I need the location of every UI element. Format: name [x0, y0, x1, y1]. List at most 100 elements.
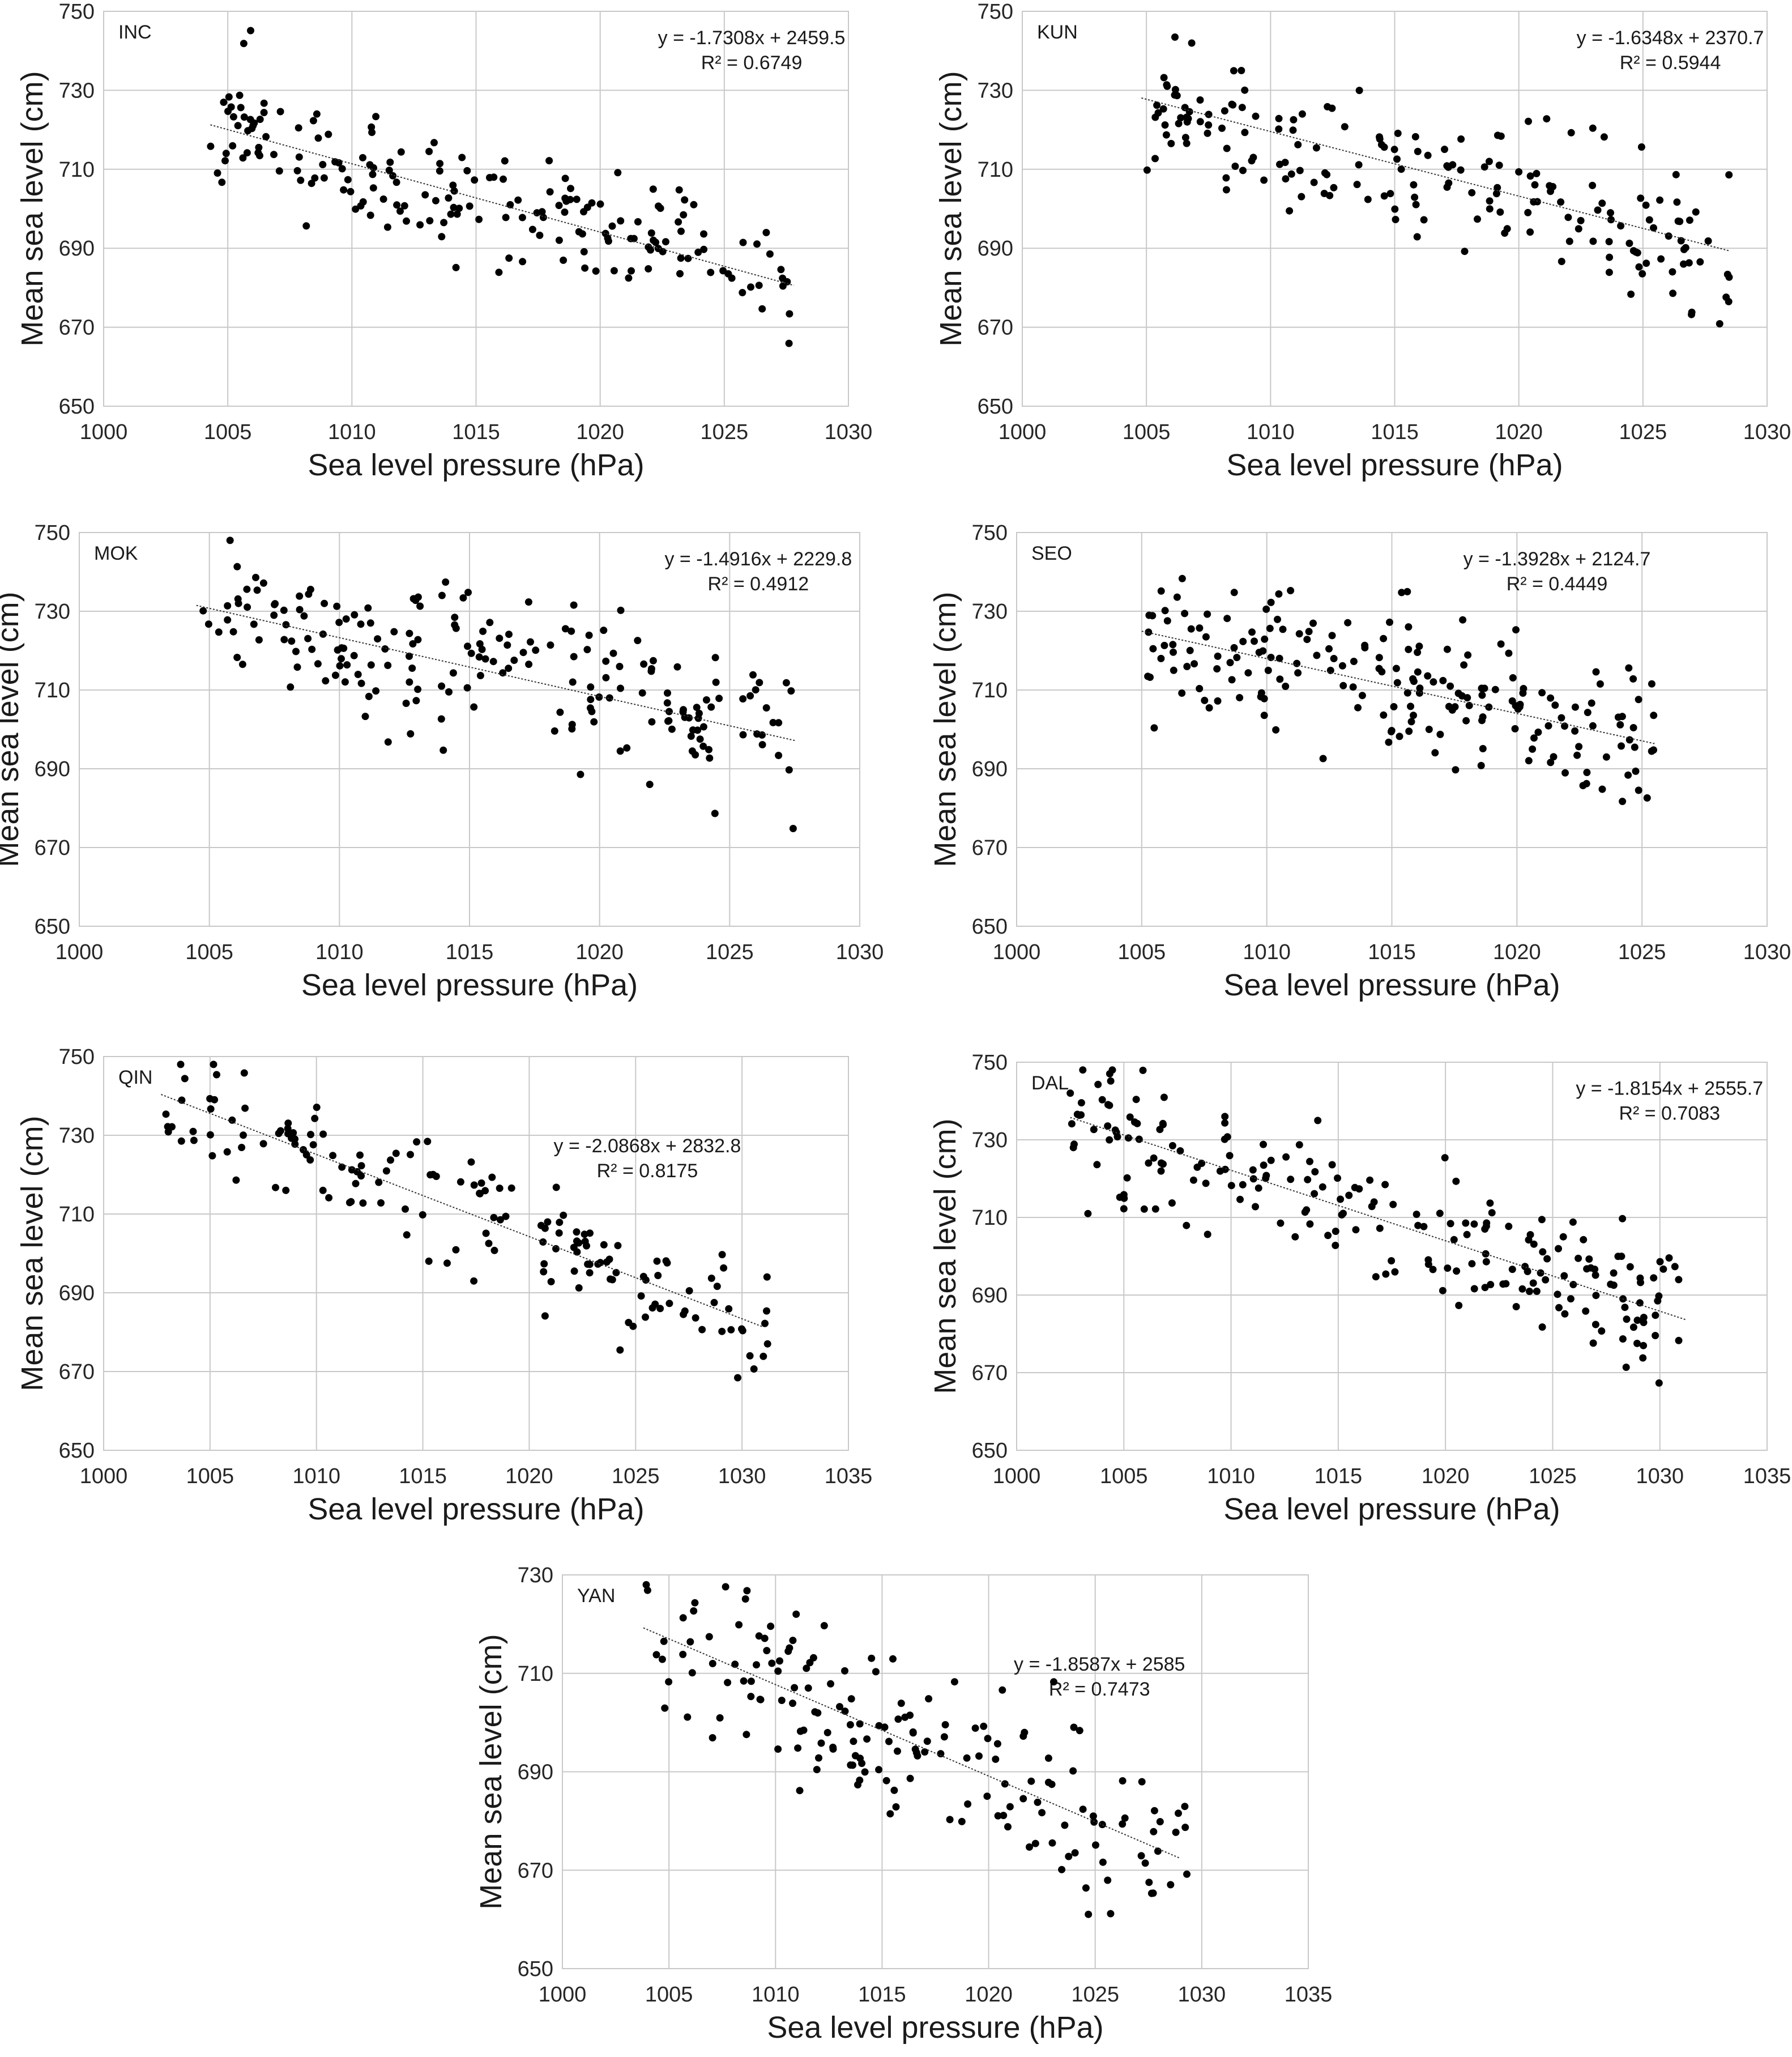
- data-point: [1048, 1781, 1056, 1788]
- data-point: [1393, 679, 1401, 687]
- data-point: [1275, 654, 1283, 662]
- data-point: [1026, 1843, 1033, 1851]
- data-point: [1196, 624, 1204, 632]
- data-point: [1082, 1884, 1090, 1892]
- data-point: [634, 218, 642, 225]
- data-point: [753, 730, 761, 738]
- data-point: [1001, 1780, 1009, 1788]
- data-point: [679, 1650, 687, 1658]
- data-point: [313, 110, 321, 118]
- data-point: [502, 214, 510, 222]
- data-point: [1287, 170, 1295, 178]
- data-point: [1462, 1219, 1470, 1227]
- data-point: [246, 116, 254, 123]
- data-point: [724, 270, 732, 278]
- data-point: [436, 167, 443, 175]
- data-point: [1457, 135, 1465, 143]
- data-point: [1478, 691, 1486, 699]
- data-point: [1575, 1254, 1582, 1262]
- data-point: [320, 174, 328, 182]
- data-point: [313, 1104, 321, 1111]
- data-point: [634, 637, 642, 645]
- y-axis-title: Mean sea level (cm): [15, 1115, 49, 1391]
- data-point: [758, 741, 766, 748]
- data-point: [1725, 273, 1733, 281]
- data-point: [648, 1304, 656, 1312]
- data-point: [707, 703, 715, 711]
- data-point: [1162, 131, 1170, 139]
- scatter-points: [642, 1581, 1191, 1918]
- data-point: [653, 1257, 661, 1265]
- data-point: [755, 282, 763, 289]
- station-label: QIN: [118, 1067, 152, 1088]
- data-point: [1183, 663, 1191, 670]
- data-point: [1557, 198, 1565, 206]
- data-point: [555, 236, 563, 244]
- data-point: [854, 1781, 861, 1788]
- y-tick-label: 650: [59, 395, 95, 419]
- data-point: [1076, 1727, 1083, 1735]
- data-point: [1688, 308, 1696, 316]
- data-point: [372, 687, 380, 695]
- x-tick-label: 1030: [1636, 1464, 1684, 1488]
- data-point: [1275, 125, 1283, 133]
- data-point: [1716, 320, 1723, 327]
- data-point: [1626, 1263, 1634, 1271]
- data-point: [1607, 209, 1614, 217]
- data-point: [343, 661, 351, 669]
- data-point: [1410, 712, 1417, 719]
- data-point: [786, 310, 793, 318]
- data-point: [240, 40, 248, 48]
- data-point: [296, 592, 304, 600]
- data-point: [1575, 225, 1582, 233]
- data-point: [1414, 1221, 1422, 1229]
- data-point: [846, 1721, 854, 1728]
- data-point: [1021, 1728, 1029, 1736]
- data-point: [623, 744, 631, 752]
- data-point: [588, 199, 596, 207]
- data-point: [689, 726, 697, 734]
- data-point: [1431, 749, 1439, 757]
- data-point: [601, 229, 609, 237]
- data-point: [1482, 1258, 1490, 1266]
- data-point: [1221, 1135, 1228, 1143]
- data-point: [177, 1137, 185, 1145]
- data-point: [1151, 1205, 1159, 1213]
- data-point: [1314, 1117, 1322, 1125]
- data-point: [1252, 112, 1260, 120]
- data-point: [1375, 665, 1383, 672]
- plot-frame: [1016, 532, 1768, 927]
- data-point: [1257, 689, 1265, 697]
- data-point: [1577, 216, 1585, 224]
- data-point: [1319, 755, 1327, 763]
- data-point: [616, 747, 624, 755]
- data-point: [1389, 1200, 1397, 1208]
- data-point: [1167, 139, 1175, 147]
- data-point: [419, 1211, 426, 1219]
- data-point: [1339, 682, 1347, 689]
- data-point: [322, 677, 330, 685]
- data-point: [425, 147, 433, 155]
- data-point: [1279, 625, 1287, 633]
- data-point: [642, 1313, 649, 1321]
- x-tick-label: 1000: [993, 940, 1041, 964]
- data-point: [1453, 1267, 1461, 1275]
- y-tick-label: 750: [972, 521, 1008, 545]
- data-point: [1156, 1818, 1164, 1826]
- data-point: [382, 1167, 390, 1175]
- data-point: [1149, 645, 1157, 653]
- data-point: [505, 254, 513, 262]
- data-point: [496, 634, 504, 642]
- data-point: [1564, 214, 1572, 222]
- y-tick-label: 650: [35, 915, 70, 939]
- data-point: [1487, 1281, 1495, 1288]
- data-point: [722, 1583, 729, 1591]
- data-point: [204, 620, 212, 628]
- r-squared-label: R² = 0.5944: [1620, 52, 1721, 74]
- data-point: [1629, 724, 1637, 731]
- data-point: [1575, 743, 1583, 751]
- data-point: [525, 661, 533, 668]
- data-point: [416, 602, 424, 610]
- data-point: [803, 1664, 810, 1672]
- data-point: [762, 704, 770, 712]
